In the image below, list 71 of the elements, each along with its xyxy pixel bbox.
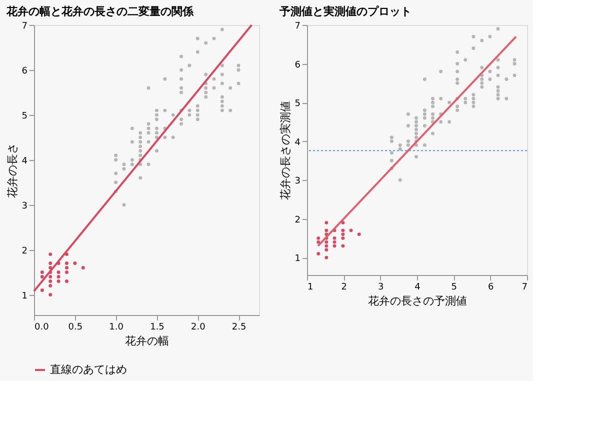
point bbox=[64, 280, 68, 284]
point bbox=[64, 262, 68, 266]
point bbox=[48, 284, 52, 288]
y-tick-label: 7 bbox=[294, 22, 300, 32]
x-tick-label: 7 bbox=[522, 282, 528, 292]
point bbox=[332, 236, 336, 240]
point bbox=[56, 280, 60, 284]
x-tick-label: 2.5 bbox=[232, 322, 246, 332]
point bbox=[316, 236, 320, 240]
point bbox=[40, 270, 44, 274]
x-tick-label: 4 bbox=[414, 282, 421, 292]
point bbox=[48, 280, 52, 284]
y-tick-label: 6 bbox=[22, 66, 28, 76]
y-axis-title: 花弁の長さ bbox=[6, 143, 19, 198]
point bbox=[316, 240, 320, 244]
x-axis-title: 花弁の長さの予測値 bbox=[368, 294, 467, 308]
point bbox=[56, 275, 60, 279]
point bbox=[357, 232, 361, 236]
point bbox=[64, 266, 68, 270]
x-tick-label: 1.0 bbox=[109, 322, 124, 332]
point bbox=[324, 248, 328, 252]
point bbox=[324, 244, 328, 248]
y-tick-label: 2 bbox=[294, 215, 300, 226]
x-tick-label: 2 bbox=[341, 282, 348, 292]
point bbox=[341, 236, 345, 240]
point bbox=[64, 270, 68, 274]
y-tick-label: 1 bbox=[22, 291, 28, 302]
point bbox=[332, 240, 336, 244]
point bbox=[332, 244, 336, 248]
point bbox=[341, 244, 345, 248]
y-tick-label: 5 bbox=[22, 111, 28, 122]
legend-label: 直線のあてはめ bbox=[50, 363, 127, 376]
x-tick-label: 3 bbox=[378, 282, 384, 292]
point bbox=[324, 240, 328, 244]
y-tick-label: 4 bbox=[22, 156, 28, 166]
point bbox=[73, 262, 77, 266]
y-tick-label: 3 bbox=[22, 201, 28, 212]
point bbox=[56, 270, 60, 274]
x-tick-label: 0.0 bbox=[34, 322, 50, 332]
point bbox=[324, 256, 328, 260]
point bbox=[48, 252, 52, 256]
chart-title: 予測値と実測値のプロット bbox=[278, 5, 412, 18]
x-tick-label: 6 bbox=[488, 282, 494, 292]
point bbox=[81, 266, 85, 270]
x-tick-label: 5 bbox=[451, 282, 458, 292]
y-tick-label: 5 bbox=[294, 99, 300, 110]
y-tick-label: 3 bbox=[294, 176, 300, 187]
x-tick-label: 2.0 bbox=[190, 322, 206, 332]
y-tick-label: 7 bbox=[22, 22, 28, 32]
point bbox=[341, 228, 345, 232]
x-tick-label: 1 bbox=[308, 282, 314, 292]
point bbox=[324, 228, 328, 232]
point bbox=[48, 266, 52, 270]
chart-title: 花弁の幅と花弁の長さの二変量の関係 bbox=[5, 5, 194, 18]
y-tick-label: 4 bbox=[294, 138, 301, 148]
y-tick-label: 2 bbox=[22, 246, 28, 256]
point bbox=[48, 275, 52, 279]
point bbox=[40, 288, 44, 292]
point bbox=[48, 262, 52, 266]
x-tick-label: 0.5 bbox=[68, 322, 83, 332]
y-tick-label: 6 bbox=[294, 60, 301, 70]
point bbox=[48, 293, 52, 296]
point bbox=[324, 220, 328, 224]
point bbox=[349, 228, 353, 232]
point bbox=[316, 252, 320, 256]
x-tick-label: 1.5 bbox=[150, 322, 164, 332]
point bbox=[40, 275, 44, 279]
point bbox=[341, 232, 345, 236]
y-tick-label: 1 bbox=[294, 254, 300, 264]
y-axis-title: 花弁の長さの実測値 bbox=[278, 101, 292, 200]
x-axis-title: 花弁の幅 bbox=[125, 334, 169, 348]
